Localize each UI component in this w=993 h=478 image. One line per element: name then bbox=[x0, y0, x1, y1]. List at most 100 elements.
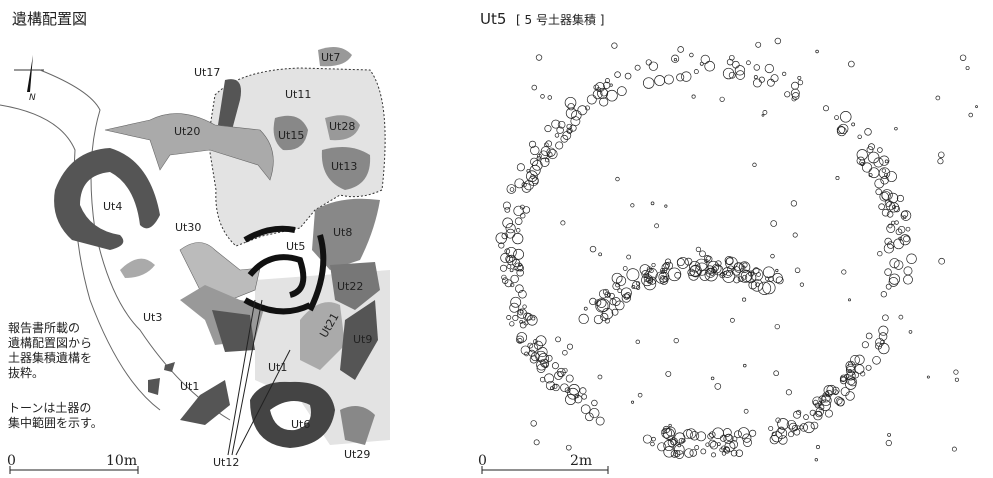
sherd bbox=[887, 211, 893, 217]
feature-label: Ut1 bbox=[268, 361, 287, 374]
sherd bbox=[599, 253, 602, 256]
sherd bbox=[596, 417, 604, 425]
sherd bbox=[651, 202, 654, 205]
sherd bbox=[866, 333, 872, 339]
sherd bbox=[681, 72, 691, 82]
sherd bbox=[655, 224, 659, 228]
sherd bbox=[904, 236, 910, 242]
sherd bbox=[976, 106, 978, 108]
sherd bbox=[906, 227, 910, 231]
note-line: 土器集積遺構を bbox=[8, 350, 92, 365]
sherd bbox=[815, 458, 818, 461]
sherd bbox=[779, 436, 788, 445]
sherd bbox=[617, 87, 626, 96]
sherd bbox=[742, 298, 745, 301]
sherd bbox=[546, 141, 552, 147]
north-label: N bbox=[29, 93, 36, 103]
sherd bbox=[556, 142, 563, 149]
sherd bbox=[563, 350, 568, 355]
sherd bbox=[772, 432, 782, 442]
sherd bbox=[835, 116, 839, 120]
ut4 bbox=[54, 148, 160, 250]
sherd bbox=[590, 246, 596, 252]
sherd bbox=[520, 205, 524, 209]
sherd bbox=[887, 224, 895, 232]
sherd bbox=[786, 390, 791, 395]
sherd bbox=[836, 176, 839, 179]
sherd bbox=[749, 430, 755, 436]
sherd bbox=[510, 269, 513, 272]
sherd bbox=[511, 297, 521, 307]
sherd bbox=[763, 110, 767, 114]
sherd bbox=[793, 233, 797, 237]
sherd bbox=[684, 449, 693, 458]
sherd bbox=[566, 108, 576, 118]
sherd bbox=[744, 409, 748, 413]
sherd bbox=[855, 365, 864, 374]
left-map: 遺構配置図 N Ut17 Ut7 Ut11 Ut20 Ut15 Ut28 Ut1… bbox=[0, 10, 390, 474]
sherd bbox=[517, 164, 524, 171]
note-line: 遺構配置図から bbox=[8, 335, 92, 350]
sherd bbox=[545, 125, 551, 131]
sherd bbox=[705, 61, 715, 71]
sherd bbox=[869, 168, 879, 178]
sherd bbox=[569, 384, 580, 395]
sherd bbox=[720, 97, 725, 102]
sherd bbox=[885, 160, 888, 163]
sherd bbox=[960, 55, 966, 61]
sherd bbox=[531, 421, 537, 427]
sherd bbox=[507, 185, 516, 194]
sherd bbox=[782, 72, 786, 76]
feature-label: Ut4 bbox=[103, 200, 122, 213]
figure: 遺構配置図 N Ut17 Ut7 Ut11 Ut20 Ut15 Ut28 Ut1… bbox=[0, 0, 993, 478]
right-map: Ut5 [ 5 号土器集積 ] 0 2m bbox=[478, 10, 978, 474]
sherd bbox=[939, 258, 945, 264]
sherd bbox=[774, 371, 779, 376]
scale-label: 2m bbox=[570, 453, 592, 469]
sherd bbox=[711, 453, 715, 457]
sherd bbox=[615, 72, 621, 78]
scale-label: 0 bbox=[478, 453, 487, 469]
sherd bbox=[839, 124, 848, 133]
sherd bbox=[798, 76, 801, 79]
feature-label: Ut15 bbox=[278, 129, 304, 142]
sherd bbox=[665, 205, 667, 207]
sherd bbox=[631, 204, 634, 207]
sherd bbox=[561, 221, 565, 225]
ut30 bbox=[180, 243, 260, 301]
sherd bbox=[773, 273, 783, 283]
scale-label: 0 bbox=[7, 453, 16, 469]
sherd bbox=[862, 342, 868, 348]
sherd bbox=[969, 113, 973, 117]
sherd bbox=[501, 253, 510, 262]
sherd bbox=[866, 365, 871, 370]
sherd bbox=[616, 177, 620, 181]
sherd bbox=[881, 291, 887, 297]
note-line: 報告書所載の bbox=[8, 321, 80, 335]
sherd bbox=[579, 314, 589, 324]
sherd bbox=[713, 428, 724, 439]
sherd bbox=[507, 265, 511, 269]
sherd bbox=[723, 68, 734, 79]
sherd bbox=[767, 79, 774, 86]
sherd bbox=[666, 371, 671, 376]
sherd bbox=[555, 134, 559, 138]
sherd bbox=[816, 50, 819, 53]
sherd bbox=[523, 305, 527, 309]
sherd bbox=[927, 376, 929, 378]
sherd bbox=[701, 55, 709, 63]
sherd bbox=[587, 95, 596, 104]
sherd bbox=[505, 207, 510, 212]
sherd bbox=[513, 249, 523, 259]
sherd bbox=[904, 267, 912, 275]
sherd bbox=[581, 405, 590, 414]
north-arrow bbox=[27, 55, 33, 92]
sherd bbox=[885, 269, 892, 276]
sherd bbox=[674, 338, 679, 343]
sherd bbox=[496, 233, 507, 244]
sherd bbox=[775, 38, 781, 44]
sherd bbox=[500, 265, 506, 271]
sherd bbox=[848, 61, 854, 67]
sherd bbox=[506, 224, 515, 233]
sherd bbox=[879, 204, 885, 210]
